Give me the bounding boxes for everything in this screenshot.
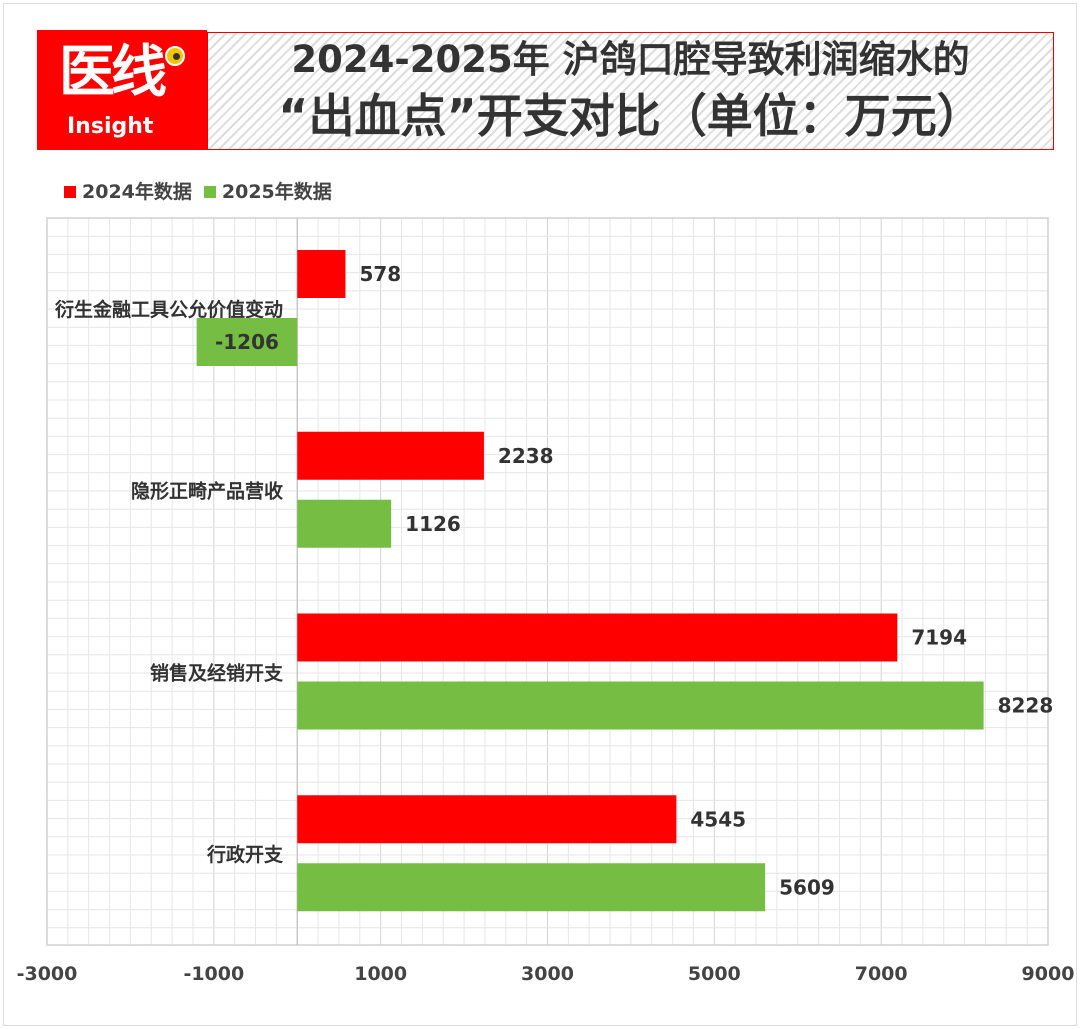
logo-eye-icon: [165, 46, 185, 66]
legend: 2024年数据 2025年数据: [64, 180, 332, 204]
bar-2024: [297, 250, 346, 298]
category-label: 销售及经销开支: [150, 661, 284, 684]
bar-2024: [297, 431, 484, 480]
legend-swatch-2025: [203, 186, 216, 198]
x-tick-label: -3000: [17, 963, 78, 985]
x-tick-label: 9000: [1022, 963, 1075, 985]
category-label: 衍生金融工具公允价值变动: [54, 298, 283, 321]
legend-item-2025: 2025年数据: [203, 180, 332, 204]
data-label: 1126: [405, 512, 461, 536]
logo-text-en: Insight: [67, 114, 154, 139]
frame: [3, 3, 1077, 1026]
data-label: 4545: [690, 807, 746, 831]
legend-label-2024: 2024年数据: [82, 181, 192, 203]
x-tick-label: 3000: [521, 963, 574, 985]
x-tick-label: -1000: [183, 963, 244, 985]
logo: 医线 Insight: [37, 30, 207, 150]
logo-text-cn: 医线: [59, 40, 167, 105]
title-line-2: “出血点”开支对比（单位：万元）: [278, 89, 983, 143]
legend-swatch-2024: [64, 186, 76, 198]
x-tick-label: 1000: [354, 963, 407, 985]
bar-2025: [297, 681, 984, 730]
data-label: 2238: [498, 444, 554, 468]
data-label: -1206: [215, 330, 279, 354]
legend-item-2024: 2024年数据: [64, 180, 192, 204]
data-label: 578: [359, 262, 401, 286]
title-line-1: 2024-2025年 沪鸽口腔导致利润缩水的: [291, 38, 970, 81]
bar-2025: [297, 499, 392, 548]
data-label: 7194: [911, 626, 967, 650]
bar-2024: [297, 613, 898, 662]
bar-2025: [297, 863, 766, 912]
bar-2025: [196, 318, 298, 366]
x-tick-label: 5000: [688, 963, 741, 985]
category-label: 行政开支: [206, 843, 284, 866]
data-label: 8228: [998, 694, 1054, 718]
plot-border: [46, 217, 1049, 946]
title-box: 2024-2025年 沪鸽口腔导致利润缩水的 “出血点”开支对比（单位：万元）: [207, 32, 1054, 150]
category-label: 隐形正畸产品营收: [131, 480, 283, 503]
x-tick-label: 7000: [855, 963, 908, 985]
bar-2024: [297, 795, 677, 844]
data-label: 5609: [779, 875, 835, 899]
legend-label-2025: 2025年数据: [221, 181, 332, 203]
